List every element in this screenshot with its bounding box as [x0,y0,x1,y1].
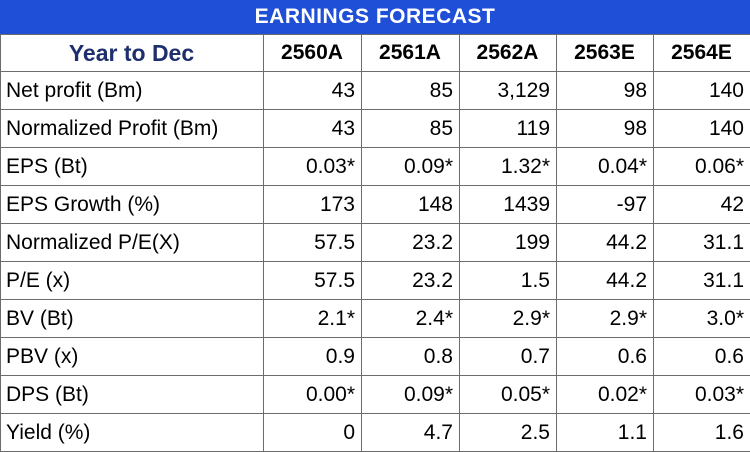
value-cell: 4.7 [362,414,460,452]
value-cell: 85 [362,110,460,148]
value-cell: 2.9* [557,300,654,338]
value-cell: 140 [654,72,750,110]
column-header-year: 2561A [362,35,460,72]
value-cell: 57.5 [264,224,362,262]
value-cell: 57.5 [264,262,362,300]
column-header-year: 2563E [557,35,654,72]
value-cell: 119 [460,110,557,148]
value-cell: 2.5 [460,414,557,452]
row-label: Yield (%) [1,414,264,452]
table-row: BV (Bt)2.1*2.4*2.9*2.9*3.0* [1,300,750,338]
value-cell: 0.02* [557,376,654,414]
value-cell: 0.05* [460,376,557,414]
value-cell: 0 [264,414,362,452]
row-label: BV (Bt) [1,300,264,338]
value-cell: 2.1* [264,300,362,338]
value-cell: -97 [557,186,654,224]
value-cell: 199 [460,224,557,262]
value-cell: 43 [264,72,362,110]
value-cell: 0.6 [557,338,654,376]
header-row: Year to Dec 2560A 2561A 2562A 2563E 2564… [1,35,750,72]
value-cell: 0.06* [654,148,750,186]
value-cell: 98 [557,72,654,110]
table-row: EPS (Bt)0.03*0.09*1.32*0.04*0.06* [1,148,750,186]
column-header-year: 2560A [264,35,362,72]
value-cell: 0.6 [654,338,750,376]
row-label: EPS Growth (%) [1,186,264,224]
value-cell: 0.04* [557,148,654,186]
column-header-year: 2564E [654,35,750,72]
value-cell: 2.9* [460,300,557,338]
value-cell: 31.1 [654,262,750,300]
row-label: PBV (x) [1,338,264,376]
table-title: EARNINGS FORECAST [0,0,750,34]
value-cell: 43 [264,110,362,148]
value-cell: 0.03* [654,376,750,414]
value-cell: 23.2 [362,262,460,300]
row-label: EPS (Bt) [1,148,264,186]
value-cell: 31.1 [654,224,750,262]
value-cell: 1.1 [557,414,654,452]
table-row: DPS (Bt)0.00*0.09*0.05*0.02*0.03* [1,376,750,414]
value-cell: 1.5 [460,262,557,300]
row-label: DPS (Bt) [1,376,264,414]
value-cell: 42 [654,186,750,224]
value-cell: 173 [264,186,362,224]
value-cell: 3.0* [654,300,750,338]
value-cell: 23.2 [362,224,460,262]
value-cell: 44.2 [557,262,654,300]
column-header-year-to-dec: Year to Dec [1,35,264,72]
column-header-year: 2562A [460,35,557,72]
value-cell: 2.4* [362,300,460,338]
row-label: P/E (x) [1,262,264,300]
row-label: Normalized Profit (Bm) [1,110,264,148]
value-cell: 0.7 [460,338,557,376]
row-label: Net profit (Bm) [1,72,264,110]
value-cell: 3,129 [460,72,557,110]
value-cell: 98 [557,110,654,148]
value-cell: 0.03* [264,148,362,186]
value-cell: 1439 [460,186,557,224]
value-cell: 1.6 [654,414,750,452]
value-cell: 0.00* [264,376,362,414]
value-cell: 148 [362,186,460,224]
value-cell: 0.8 [362,338,460,376]
earnings-forecast-table: Year to Dec 2560A 2561A 2562A 2563E 2564… [0,34,750,452]
value-cell: 44.2 [557,224,654,262]
value-cell: 0.09* [362,376,460,414]
value-cell: 85 [362,72,460,110]
value-cell: 140 [654,110,750,148]
value-cell: 0.9 [264,338,362,376]
value-cell: 1.32* [460,148,557,186]
value-cell: 0.09* [362,148,460,186]
row-label: Normalized P/E(X) [1,224,264,262]
